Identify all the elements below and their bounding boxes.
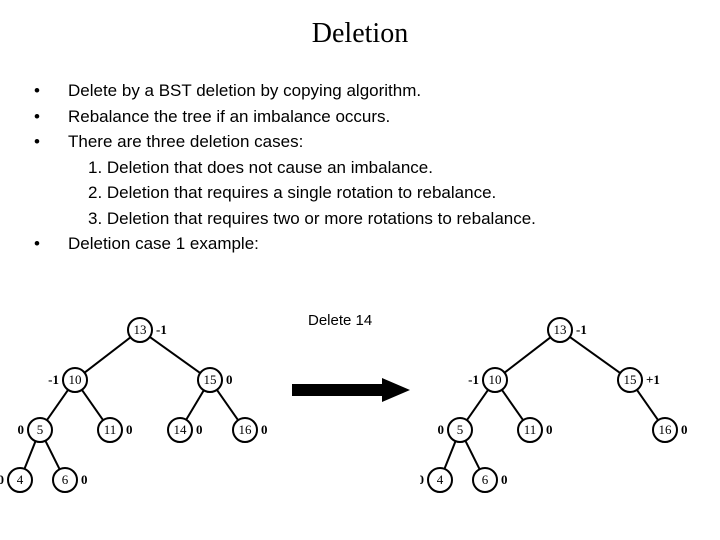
bullet-text: There are three deletion cases: (68, 129, 303, 155)
svg-text:+1: +1 (646, 372, 660, 387)
svg-text:0: 0 (226, 372, 233, 387)
slide: Deletion •Delete by a BST deletion by co… (0, 0, 720, 540)
bullet-text: Rebalance the tree if an imbalance occur… (68, 104, 390, 130)
sub-bullet: 1. Deletion that does not cause an imbal… (34, 155, 684, 181)
svg-text:0: 0 (196, 422, 203, 437)
page-title: Deletion (0, 18, 720, 50)
svg-text:16: 16 (239, 422, 253, 437)
svg-text:6: 6 (482, 472, 489, 487)
svg-text:0: 0 (438, 422, 445, 437)
svg-text:-1: -1 (468, 372, 479, 387)
diagram-area: 13-110-1150501101401604060 Delete 14 13-… (0, 290, 720, 520)
svg-text:5: 5 (457, 422, 464, 437)
svg-text:0: 0 (681, 422, 688, 437)
svg-text:4: 4 (17, 472, 24, 487)
svg-text:0: 0 (126, 422, 133, 437)
sub-bullet: 3. Deletion that requires two or more ro… (34, 206, 684, 232)
bullet-list: •Delete by a BST deletion by copying alg… (34, 78, 684, 257)
svg-text:14: 14 (174, 422, 188, 437)
bullet-text: Delete by a BST deletion by copying algo… (68, 78, 421, 104)
svg-text:15: 15 (204, 372, 217, 387)
bullet-item: •Delete by a BST deletion by copying alg… (34, 78, 684, 104)
svg-text:0: 0 (18, 422, 25, 437)
svg-text:6: 6 (62, 472, 69, 487)
bullet-item: •Deletion case 1 example: (34, 231, 684, 257)
svg-text:11: 11 (524, 422, 537, 437)
arrow-icon (292, 375, 412, 405)
svg-text:-1: -1 (156, 322, 167, 337)
svg-text:5: 5 (37, 422, 44, 437)
svg-text:13: 13 (134, 322, 147, 337)
svg-text:0: 0 (261, 422, 268, 437)
svg-text:-1: -1 (576, 322, 587, 337)
svg-text:16: 16 (659, 422, 673, 437)
bullet-text: Deletion case 1 example: (68, 231, 259, 257)
svg-text:0: 0 (0, 472, 4, 487)
tree-before: 13-110-1150501101401604060 (0, 300, 290, 510)
tree-after: 13-110-115+1501101604060 (420, 300, 710, 510)
svg-text:10: 10 (489, 372, 502, 387)
svg-text:-1: -1 (48, 372, 59, 387)
sub-bullet: 2. Deletion that requires a single rotat… (34, 180, 684, 206)
svg-text:4: 4 (437, 472, 444, 487)
svg-text:0: 0 (546, 422, 553, 437)
svg-text:10: 10 (69, 372, 82, 387)
svg-text:0: 0 (81, 472, 88, 487)
svg-text:0: 0 (501, 472, 508, 487)
svg-text:0: 0 (420, 472, 424, 487)
action-label: Delete 14 (308, 312, 372, 329)
svg-text:11: 11 (104, 422, 117, 437)
bullet-item: •Rebalance the tree if an imbalance occu… (34, 104, 684, 130)
bullet-item: •There are three deletion cases: (34, 129, 684, 155)
svg-text:13: 13 (554, 322, 567, 337)
svg-text:15: 15 (624, 372, 637, 387)
